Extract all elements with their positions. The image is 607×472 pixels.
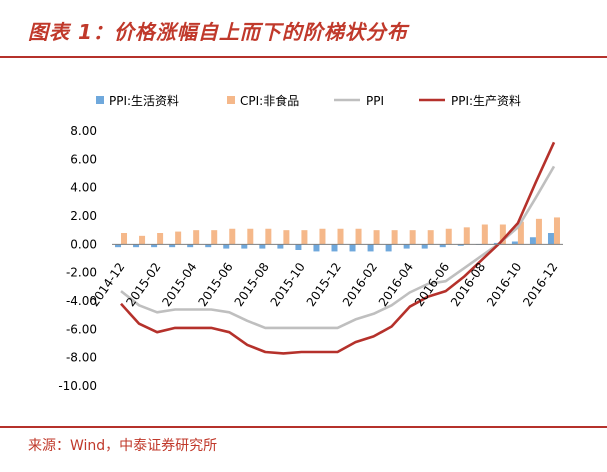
- legend-item-ppi-consumer-goods: PPI:生活资料: [96, 94, 179, 108]
- lines: [120, 141, 556, 355]
- bar-cpi-non-food: [355, 228, 362, 245]
- x-tick-label: 2015-06: [195, 260, 235, 309]
- bar-ppi-consumer-goods: [151, 244, 158, 248]
- figure-title: 图表 1：价格涨幅自上而下的阶梯状分布: [28, 20, 408, 44]
- footer-rule: [0, 426, 607, 428]
- bar-ppi-consumer-goods: [349, 244, 356, 252]
- x-tick-label: 2016-12: [520, 260, 560, 309]
- bar-ppi-consumer-goods: [169, 244, 176, 248]
- y-tick-label: 4.00: [70, 181, 97, 195]
- bar-ppi-consumer-goods: [385, 244, 392, 252]
- bar-ppi-consumer-goods: [547, 233, 554, 245]
- y-tick-label: 0.00: [70, 237, 97, 251]
- y-tick-label: -4.00: [66, 294, 97, 308]
- bar-ppi-consumer-goods: [511, 241, 518, 245]
- x-tick-label: 2016-02: [340, 260, 380, 309]
- bar-ppi-consumer-goods: [277, 244, 284, 249]
- bar-cpi-non-food: [481, 224, 488, 245]
- bar-cpi-non-food: [301, 230, 308, 245]
- bars: [115, 217, 560, 252]
- bar-cpi-non-food: [499, 224, 506, 245]
- legend-label: PPI:生产资料: [451, 94, 521, 108]
- bar-cpi-non-food: [373, 230, 380, 245]
- bar-cpi-non-food: [139, 235, 146, 245]
- bar-ppi-consumer-goods: [295, 244, 302, 250]
- x-tick-label: 2015-08: [232, 260, 272, 309]
- bar-ppi-consumer-goods: [403, 244, 410, 249]
- legend-swatch: [96, 96, 104, 104]
- bar-cpi-non-food: [427, 230, 434, 245]
- bar-cpi-non-food: [409, 230, 416, 245]
- y-tick-label: 2.00: [70, 209, 97, 223]
- bar-cpi-non-food: [535, 218, 542, 245]
- bar-ppi-consumer-goods: [187, 244, 194, 248]
- bar-ppi-consumer-goods: [313, 244, 320, 252]
- x-tick-label: 2015-12: [304, 260, 344, 309]
- bar-cpi-non-food: [517, 221, 524, 245]
- bar-ppi-consumer-goods: [223, 244, 230, 249]
- bar-cpi-non-food: [283, 230, 290, 245]
- y-tick-label: -8.00: [66, 351, 97, 365]
- line-ppi: [120, 165, 556, 330]
- bar-ppi-consumer-goods: [205, 244, 212, 248]
- bar-ppi-consumer-goods: [367, 244, 374, 252]
- x-axis: 2014-122015-022015-042015-062015-082015-…: [87, 243, 563, 309]
- bar-cpi-non-food: [337, 228, 344, 245]
- legend-swatch: [227, 96, 235, 104]
- line-ppi-producer-goods: [120, 141, 556, 355]
- y-tick-label: 6.00: [70, 152, 97, 166]
- x-tick-label: 2015-04: [159, 260, 199, 309]
- bar-cpi-non-food: [229, 228, 236, 245]
- x-tick-label: 2016-10: [484, 260, 524, 309]
- y-tick-label: -10.00: [58, 379, 97, 393]
- legend-item-ppi: PPI: [334, 94, 384, 108]
- x-tick-label: 2016-06: [412, 260, 452, 309]
- bar-cpi-non-food: [247, 228, 254, 245]
- legend-label: PPI: [366, 94, 384, 108]
- x-tick-label: 2015-10: [268, 260, 308, 309]
- source-note: 来源：Wind，中泰证券研究所: [28, 438, 218, 454]
- legend: PPI:生活资料 CPI:非食品 PPI PPI:生产资料: [96, 93, 521, 108]
- bar-cpi-non-food: [193, 230, 200, 245]
- y-tick-label: -6.00: [66, 322, 97, 336]
- bar-ppi-consumer-goods: [457, 244, 464, 246]
- bar-cpi-non-food: [265, 228, 272, 245]
- legend-label: CPI:非食品: [240, 93, 299, 108]
- bar-ppi-consumer-goods: [241, 244, 248, 249]
- title-underline: [0, 56, 607, 58]
- x-tick-label: 2015-02: [123, 260, 163, 309]
- bar-ppi-consumer-goods: [331, 244, 338, 252]
- bar-cpi-non-food: [211, 230, 218, 245]
- legend-item-cpi-non-food: CPI:非食品: [227, 93, 299, 108]
- bar-cpi-non-food: [319, 228, 326, 245]
- bar-cpi-non-food: [553, 217, 560, 245]
- bar-cpi-non-food: [463, 227, 470, 245]
- bar-ppi-consumer-goods: [259, 244, 266, 249]
- bar-ppi-consumer-goods: [421, 244, 428, 249]
- bar-cpi-non-food: [121, 233, 128, 245]
- bar-cpi-non-food: [445, 228, 452, 245]
- bar-cpi-non-food: [157, 233, 164, 245]
- bar-ppi-consumer-goods: [115, 244, 122, 248]
- legend-item-ppi-producer-goods: PPI:生产资料: [419, 94, 521, 108]
- y-tick-label: 8.00: [70, 124, 97, 138]
- bar-ppi-consumer-goods: [133, 244, 140, 248]
- chart: PPI:生活资料 CPI:非食品 PPI PPI:生产资料 8.00 6.00 4.00 2…: [58, 93, 563, 393]
- bar-ppi-consumer-goods: [529, 237, 536, 245]
- bar-ppi-consumer-goods: [439, 244, 446, 248]
- y-axis: 8.00 6.00 4.00 2.00 0.00 -2.00 -4.00 -6.00 -8.00…: [58, 124, 97, 393]
- y-tick-label: -2.00: [66, 266, 97, 280]
- bar-cpi-non-food: [391, 230, 398, 245]
- legend-label: PPI:生活资料: [109, 94, 179, 108]
- bar-cpi-non-food: [175, 231, 182, 245]
